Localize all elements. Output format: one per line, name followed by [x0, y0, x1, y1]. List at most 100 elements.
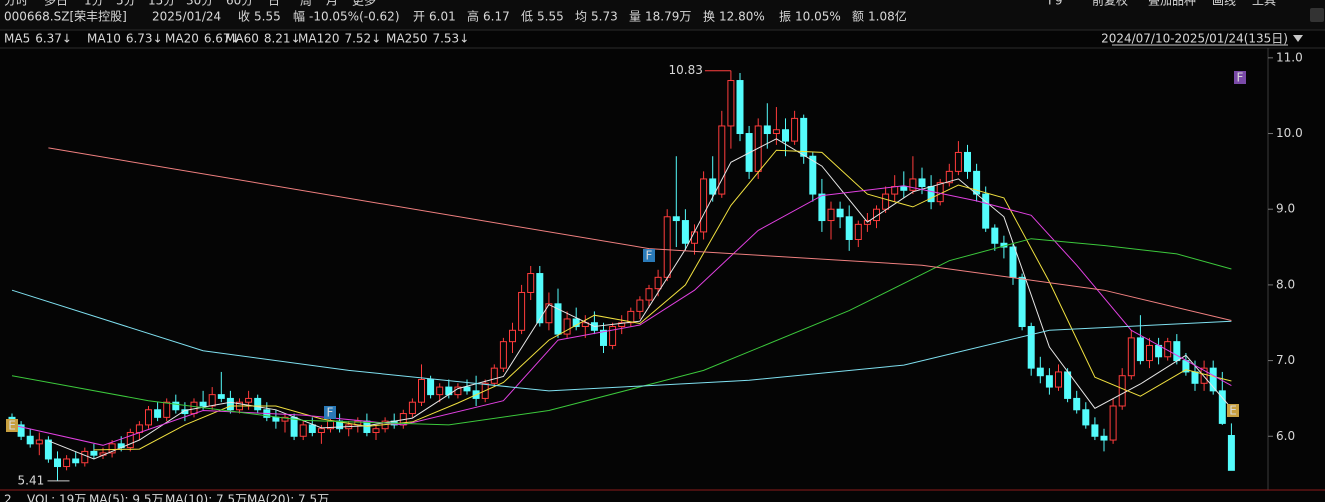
quote-label: 均 — [575, 10, 587, 24]
event-marker[interactable] — [1234, 71, 1246, 84]
candle-body — [299, 424, 307, 437]
candle-body — [782, 129, 789, 142]
period-tab[interactable]: 周 — [300, 0, 312, 8]
candle-body — [181, 409, 189, 415]
quote-value: 6.01 — [429, 10, 456, 24]
candle-body — [700, 178, 708, 233]
candle-body — [1136, 337, 1144, 362]
period-tab[interactable]: 30分 — [186, 0, 213, 8]
candle-body — [563, 318, 571, 335]
candle-body — [936, 182, 944, 203]
quote-value: 18.79万 — [645, 10, 691, 24]
candle-body — [1036, 367, 1044, 377]
candle-body — [172, 401, 180, 411]
candle-body — [54, 458, 61, 468]
event-marker[interactable] — [6, 419, 18, 432]
tool-button[interactable]: 画线 — [1212, 0, 1236, 8]
candle-body — [1018, 276, 1026, 328]
range-dropdown[interactable] — [1293, 35, 1303, 42]
candle-body — [1082, 409, 1090, 426]
tool-button[interactable]: F9 — [1048, 0, 1063, 8]
volume-pane-index: 2 — [4, 493, 12, 502]
date-range[interactable]: 2024/07/10-2025/01/24(135日) — [1101, 32, 1288, 46]
candle-body — [672, 216, 680, 222]
legend-value: 8.21↓ — [264, 32, 301, 46]
legend-name: MA60 — [225, 32, 259, 46]
candle-body — [1100, 435, 1108, 441]
candle-body — [618, 322, 626, 328]
candle-body — [35, 439, 43, 445]
candle-body — [145, 409, 152, 426]
period-tab[interactable]: 日 — [268, 0, 280, 8]
y-tick-label: 8.0 — [1276, 277, 1295, 291]
candle-body — [499, 341, 507, 369]
candle-body — [518, 291, 526, 331]
tool-button[interactable]: 叠加品种 — [1148, 0, 1196, 8]
candle-body — [900, 186, 908, 191]
candle-body — [964, 151, 971, 172]
candle-body — [372, 428, 380, 433]
tool-icon[interactable] — [1310, 8, 1324, 22]
candle-body — [308, 424, 316, 433]
legend-value: 6.37↓ — [35, 32, 72, 46]
candle-body — [163, 401, 171, 418]
period-tab[interactable]: 5分 — [116, 0, 136, 8]
candle-body — [1227, 435, 1235, 471]
volume-info: VOL: 19万 — [27, 493, 86, 502]
period-tab[interactable]: 60分 — [226, 0, 253, 8]
candle-body — [1073, 397, 1081, 411]
candle-body — [1191, 371, 1199, 384]
quote-label: 额 — [852, 10, 864, 24]
candle-body — [199, 401, 207, 407]
high-label: 10.83 — [669, 63, 703, 77]
tool-button[interactable]: 前复权 — [1092, 0, 1128, 8]
quote-value: 6.17 — [483, 10, 510, 24]
candle-body — [135, 424, 143, 433]
period-tab[interactable]: 分时 — [4, 0, 28, 8]
quote-value: 5.73 — [591, 10, 618, 24]
event-marker[interactable] — [324, 406, 336, 419]
event-marker[interactable] — [643, 249, 655, 262]
low-label: 5.41 — [18, 473, 45, 487]
candle-body — [609, 326, 617, 346]
candle-body — [772, 129, 780, 135]
candle-body — [509, 329, 516, 343]
candle-body — [845, 216, 853, 240]
volume-info: MA(5): 9.5万 — [89, 493, 164, 502]
candle-body — [1209, 367, 1217, 392]
candle-body — [891, 186, 899, 195]
candle-body — [81, 450, 89, 464]
legend-value: 6.73↓ — [126, 32, 163, 46]
candle-body — [418, 379, 425, 403]
candle-body — [436, 386, 444, 396]
candle-body — [691, 231, 698, 244]
event-marker[interactable] — [1227, 404, 1239, 417]
period-tab[interactable]: 1分 — [84, 0, 104, 8]
quote-label: 低 — [521, 10, 533, 24]
quote-label: 开 — [413, 10, 425, 24]
candle-body — [1055, 371, 1062, 388]
event-marker-label: F — [646, 249, 653, 263]
candle-body — [1091, 424, 1099, 437]
header-bar — [0, 0, 1325, 30]
candle-body — [63, 458, 71, 468]
period-tab[interactable]: 15分 — [148, 0, 175, 8]
candle-body — [1200, 367, 1208, 384]
period-tab[interactable]: 月 — [326, 0, 338, 8]
quote-label: 高 — [467, 9, 479, 24]
event-marker-label: E — [8, 419, 16, 433]
period-tab[interactable]: 更多 — [352, 0, 376, 8]
period-tab[interactable]: 多日 — [44, 0, 68, 8]
quote-label: 量 — [629, 10, 641, 24]
candle-body — [90, 450, 98, 456]
y-tick-label: 10.0 — [1276, 126, 1303, 140]
quote-value: 12.80% — [719, 10, 765, 24]
candle-body — [217, 394, 225, 399]
tool-button[interactable]: 工具 — [1252, 0, 1276, 8]
quote-label: 振 — [779, 10, 791, 24]
candle-body — [882, 193, 890, 210]
candle-body — [527, 273, 535, 293]
candle-body — [1164, 341, 1172, 358]
quote-value: 10.05% — [795, 10, 841, 24]
candle-body — [254, 397, 262, 411]
